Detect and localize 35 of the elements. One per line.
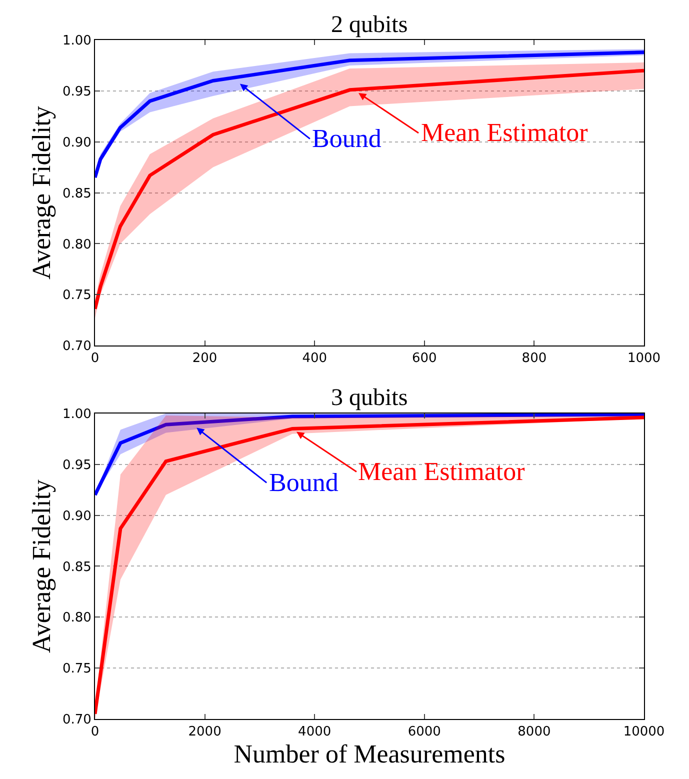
x-tick-label: 400 (302, 351, 328, 366)
x-axis-title: Number of Measurements (234, 740, 506, 769)
y-tick-label: 0.85 (62, 560, 92, 575)
y-tick-label: 0.90 (62, 508, 92, 524)
annotation: Bound (269, 468, 338, 497)
x-tick-label: 800 (522, 351, 547, 366)
y-tick-label: 0.80 (62, 237, 92, 252)
y-axis-title: Average Fidelity (26, 479, 56, 653)
x-tick-label: 1000 (627, 351, 661, 366)
x-tick-label: 10000 (623, 724, 665, 740)
chart-title: 3 qubits (331, 385, 408, 411)
chart-title: 2 qubits (331, 12, 408, 38)
x-tick-label: 6000 (408, 724, 441, 740)
y-tick-label: 1.00 (62, 407, 92, 422)
y-tick-label: 0.85 (62, 186, 92, 202)
y-tick-label: 0.95 (62, 458, 92, 473)
x-tick-label: 600 (412, 351, 437, 366)
x-tick-label: 4000 (298, 724, 332, 740)
x-tick-label: 0 (90, 351, 100, 366)
y-tick-label: 0.80 (62, 610, 92, 626)
y-tick-label: 0.90 (62, 135, 92, 150)
annotation: Bound (312, 124, 382, 153)
x-tick-label: 2000 (188, 724, 222, 740)
annotation: Mean Estimator (421, 118, 588, 147)
y-tick-label: 1.00 (62, 34, 92, 49)
y-axis-title: Average Fidelity (26, 106, 56, 280)
annotation: Mean Estimator (358, 457, 526, 486)
y-tick-label: 0.95 (62, 84, 92, 100)
x-tick-label: 0 (90, 724, 100, 740)
x-tick-label: 200 (192, 351, 218, 366)
y-tick-label: 0.70 (62, 712, 92, 728)
y-tick-label: 0.70 (62, 339, 92, 354)
y-tick-label: 0.75 (62, 662, 92, 677)
x-tick-label: 8000 (518, 724, 551, 740)
y-tick-label: 0.75 (62, 288, 92, 304)
